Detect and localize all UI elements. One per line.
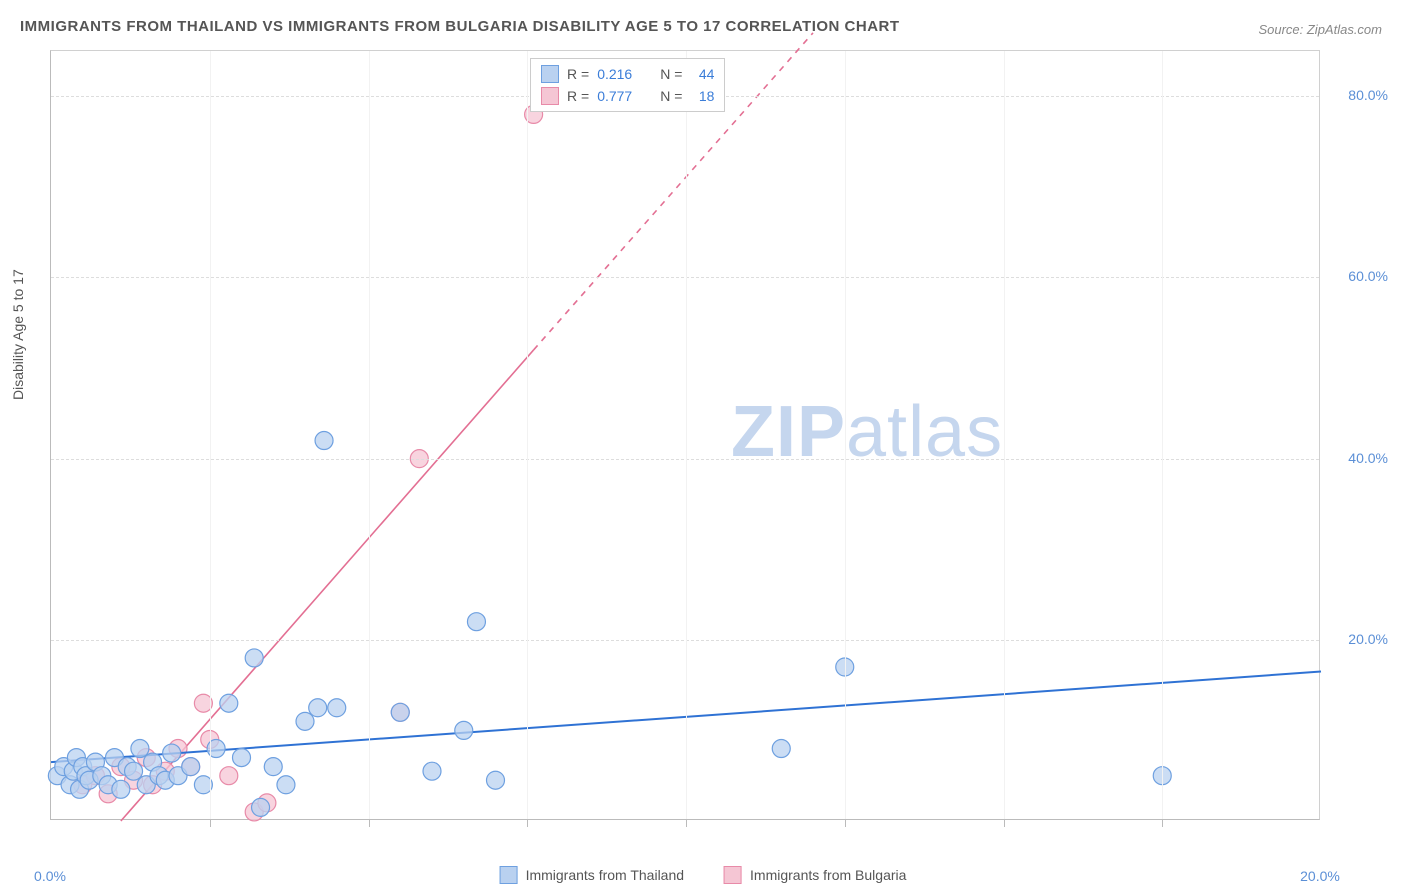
x-tick: [527, 819, 528, 827]
x-tick: [210, 819, 211, 827]
y-axis-label: Disability Age 5 to 17: [10, 269, 26, 400]
data-point: [252, 798, 270, 816]
gridline-vertical: [845, 51, 846, 819]
y-tick-label: 80.0%: [1348, 87, 1388, 103]
stat-r-label: R =: [567, 88, 589, 104]
data-point: [245, 649, 263, 667]
data-point: [328, 699, 346, 717]
data-point: [163, 744, 181, 762]
data-point: [455, 721, 473, 739]
data-point: [112, 780, 130, 798]
legend-item: Immigrants from Thailand: [500, 866, 684, 884]
source-prefix: Source:: [1258, 22, 1306, 37]
data-point: [296, 712, 314, 730]
x-tick: [1162, 819, 1163, 827]
data-point: [220, 694, 238, 712]
legend-swatch: [541, 87, 559, 105]
stat-n-value: 18: [690, 88, 714, 104]
x-tick-label: 20.0%: [1300, 868, 1340, 884]
x-tick-label: 0.0%: [34, 868, 66, 884]
data-point: [391, 703, 409, 721]
gridline-vertical: [527, 51, 528, 819]
legend-bottom: Immigrants from Thailand Immigrants from …: [500, 866, 907, 884]
legend-swatch: [500, 866, 518, 884]
data-point: [315, 432, 333, 450]
chart-title: IMMIGRANTS FROM THAILAND VS IMMIGRANTS F…: [20, 18, 900, 35]
gridline-vertical: [686, 51, 687, 819]
data-point: [277, 776, 295, 794]
legend-label: Immigrants from Bulgaria: [750, 867, 906, 883]
chart-plot-area: ZIPatlas: [50, 50, 1320, 820]
gridline-vertical: [369, 51, 370, 819]
data-point: [772, 740, 790, 758]
legend-swatch: [724, 866, 742, 884]
y-tick-label: 60.0%: [1348, 268, 1388, 284]
legend-stat-row: R = 0.777 N = 18: [541, 85, 714, 107]
data-point: [131, 740, 149, 758]
gridline-horizontal: [51, 277, 1319, 278]
y-tick-label: 40.0%: [1348, 450, 1388, 466]
stat-n-label: N =: [660, 66, 682, 82]
legend-stat-row: R = 0.216 N = 44: [541, 63, 714, 85]
y-tick-label: 20.0%: [1348, 631, 1388, 647]
data-point: [182, 758, 200, 776]
data-point: [220, 767, 238, 785]
data-point: [125, 762, 143, 780]
legend-swatch: [541, 65, 559, 83]
stat-r-value: 0.216: [597, 66, 632, 82]
gridline-vertical: [1004, 51, 1005, 819]
data-point: [264, 758, 282, 776]
data-point: [467, 613, 485, 631]
x-tick: [686, 819, 687, 827]
data-point: [423, 762, 441, 780]
gridline-horizontal: [51, 459, 1319, 460]
data-point: [309, 699, 327, 717]
data-point: [487, 771, 505, 789]
stat-r-value: 0.777: [597, 88, 632, 104]
data-point: [233, 749, 251, 767]
stat-n-label: N =: [660, 88, 682, 104]
legend-stats-box: R = 0.216 N = 44 R = 0.777 N = 18: [530, 58, 725, 112]
chart-svg: [51, 51, 1319, 819]
gridline-vertical: [210, 51, 211, 819]
x-tick: [845, 819, 846, 827]
source-credit: Source: ZipAtlas.com: [1258, 22, 1382, 37]
x-tick: [369, 819, 370, 827]
gridline-vertical: [1162, 51, 1163, 819]
x-tick: [1004, 819, 1005, 827]
gridline-horizontal: [51, 640, 1319, 641]
stat-n-value: 44: [690, 66, 714, 82]
source-name: ZipAtlas.com: [1307, 22, 1382, 37]
stat-r-label: R =: [567, 66, 589, 82]
legend-label: Immigrants from Thailand: [526, 867, 684, 883]
legend-item: Immigrants from Bulgaria: [724, 866, 906, 884]
